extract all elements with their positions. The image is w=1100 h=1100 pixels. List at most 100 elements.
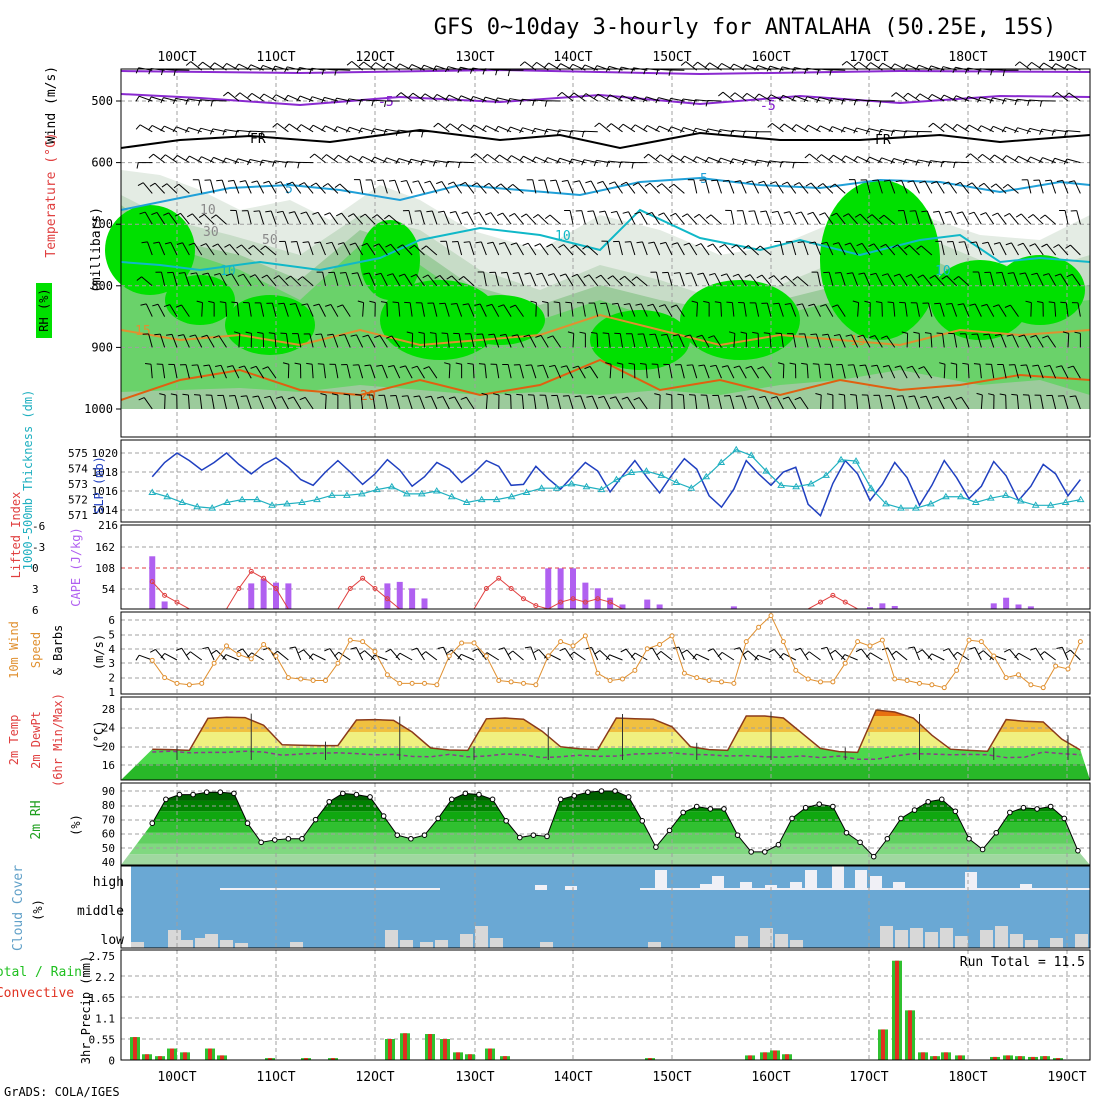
upper-wind-barb-feather (247, 130, 251, 137)
upper-wind-barb-feather (719, 243, 725, 248)
upper-wind-barb-feather (608, 181, 615, 185)
upper-wind-barb (507, 364, 512, 379)
upper-wind-barb (380, 273, 388, 287)
surface-wind-barb-feather (717, 652, 723, 657)
upper-wind-barb (582, 302, 586, 317)
wind-speed-point (607, 677, 613, 683)
upper-wind-barb (1051, 395, 1057, 410)
wind-speed-point (483, 653, 489, 659)
upper-wind-barb (852, 272, 859, 286)
upper-wind-barb-feather (621, 396, 628, 400)
upper-wind-barb-feather (1026, 128, 1031, 135)
upper-wind-barb-feather (471, 182, 478, 187)
wind-tick-label: 4 (108, 643, 115, 656)
wind-speed-point (1065, 666, 1071, 672)
upper-wind-barb (247, 210, 252, 225)
upper-wind-barb (741, 395, 747, 410)
upper-wind-barb (304, 397, 314, 410)
upper-wind-barb-feather (1002, 70, 1005, 77)
upper-wind-barb-feather (210, 100, 213, 107)
upper-wind-barb-feather (672, 334, 679, 337)
upper-wind-barb (581, 210, 586, 225)
upper-wind-barb (502, 212, 512, 225)
upper-wind-barb-feather (312, 211, 319, 215)
upper-wind-barb-feather (705, 100, 708, 107)
upper-wind-barb (386, 157, 400, 164)
upper-wind-barb-feather (233, 331, 240, 334)
upper-wind-barb-feather (791, 67, 795, 74)
upper-wind-barb (932, 122, 945, 133)
pressure-panel: 57557457357257110201018101610142161000-5… (21, 390, 1091, 571)
surface-wind-barb (808, 651, 821, 661)
upper-wind-barb-feather (159, 393, 166, 396)
upper-wind-barb (529, 272, 537, 286)
upper-wind-barb (839, 334, 846, 348)
surface-wind-barb (329, 648, 339, 661)
upper-wind-barb (980, 394, 983, 410)
upper-wind-barb-feather (856, 242, 863, 247)
upper-wind-barb-feather (740, 331, 747, 334)
upper-wind-barb (956, 123, 970, 133)
low-cloud-bar (180, 940, 193, 948)
upper-wind-barb-feather (386, 335, 392, 339)
thickness-point (612, 475, 621, 483)
upper-wind-barb (500, 183, 512, 194)
upper-wind-barb-feather (380, 301, 387, 304)
upper-wind-barb-feather (881, 273, 888, 277)
upper-wind-barb-feather (779, 95, 784, 101)
wind-speed-point (323, 677, 328, 683)
upper-wind-barb-feather (618, 161, 622, 168)
wind-speed-point (793, 667, 799, 673)
upper-wind-barb (1060, 273, 1069, 287)
upper-wind-barb-feather (569, 92, 575, 98)
upper-wind-barb (561, 91, 574, 102)
upper-wind-barb-feather (579, 331, 586, 334)
upper-wind-barb (416, 365, 425, 379)
upper-wind-barb-feather (944, 211, 951, 214)
upper-wind-barb (431, 210, 438, 225)
upper-wind-barb (294, 211, 302, 225)
upper-wind-barb (222, 395, 227, 410)
upper-wind-barb-feather (408, 130, 412, 137)
upper-wind-barb (253, 245, 264, 256)
upper-wind-barb-feather (853, 156, 858, 162)
upper-wind-barb-feather (729, 63, 735, 70)
instability-frame (120, 524, 1091, 610)
upper-wind-barb (922, 274, 933, 287)
upper-wind-barb-feather (684, 334, 691, 337)
upper-wind-barb-feather (333, 154, 339, 160)
upper-wind-barb (292, 181, 302, 194)
upper-wind-barb (845, 155, 858, 164)
rh-point (217, 789, 224, 795)
upper-wind-barb-feather (1053, 244, 1059, 249)
wind-speed-point (657, 641, 663, 647)
upper-wind-barb-feather (261, 274, 268, 279)
upper-wind-barb-feather (455, 362, 462, 365)
upper-wind-barb (942, 160, 957, 164)
upper-wind-barb-feather (486, 303, 493, 307)
surface-wind-barb-feather (237, 648, 243, 653)
surface-wind-barb (895, 650, 908, 661)
upper-wind-barb (948, 181, 958, 194)
wind-speed-point (706, 677, 712, 683)
upper-wind-barb-feather (742, 159, 746, 166)
thickness-title: 1000-500mb Thickness (dm) (21, 390, 35, 571)
upper-wind-barb (1029, 99, 1044, 102)
temp-title-2: 2m DewPt (29, 711, 43, 769)
upper-wind-barb-feather (931, 396, 939, 399)
upper-wind-barb (660, 154, 673, 164)
thickness-point (941, 492, 950, 500)
upper-wind-barb-feather (375, 272, 382, 276)
upper-wind-barb-feather (957, 303, 964, 306)
upper-wind-barb (533, 395, 537, 410)
cloud-frame (120, 865, 1091, 949)
surface-wind-barb (416, 647, 425, 661)
upper-wind-barb (504, 242, 512, 256)
cape-bar (1003, 597, 1010, 609)
upper-wind-barb (243, 273, 252, 287)
upper-wind-barb-feather (821, 241, 828, 245)
upper-wind-barb (778, 303, 784, 317)
upper-wind-barb-feather (680, 98, 684, 105)
upper-wind-barb (1075, 395, 1081, 410)
upper-wind-barb (863, 272, 871, 287)
